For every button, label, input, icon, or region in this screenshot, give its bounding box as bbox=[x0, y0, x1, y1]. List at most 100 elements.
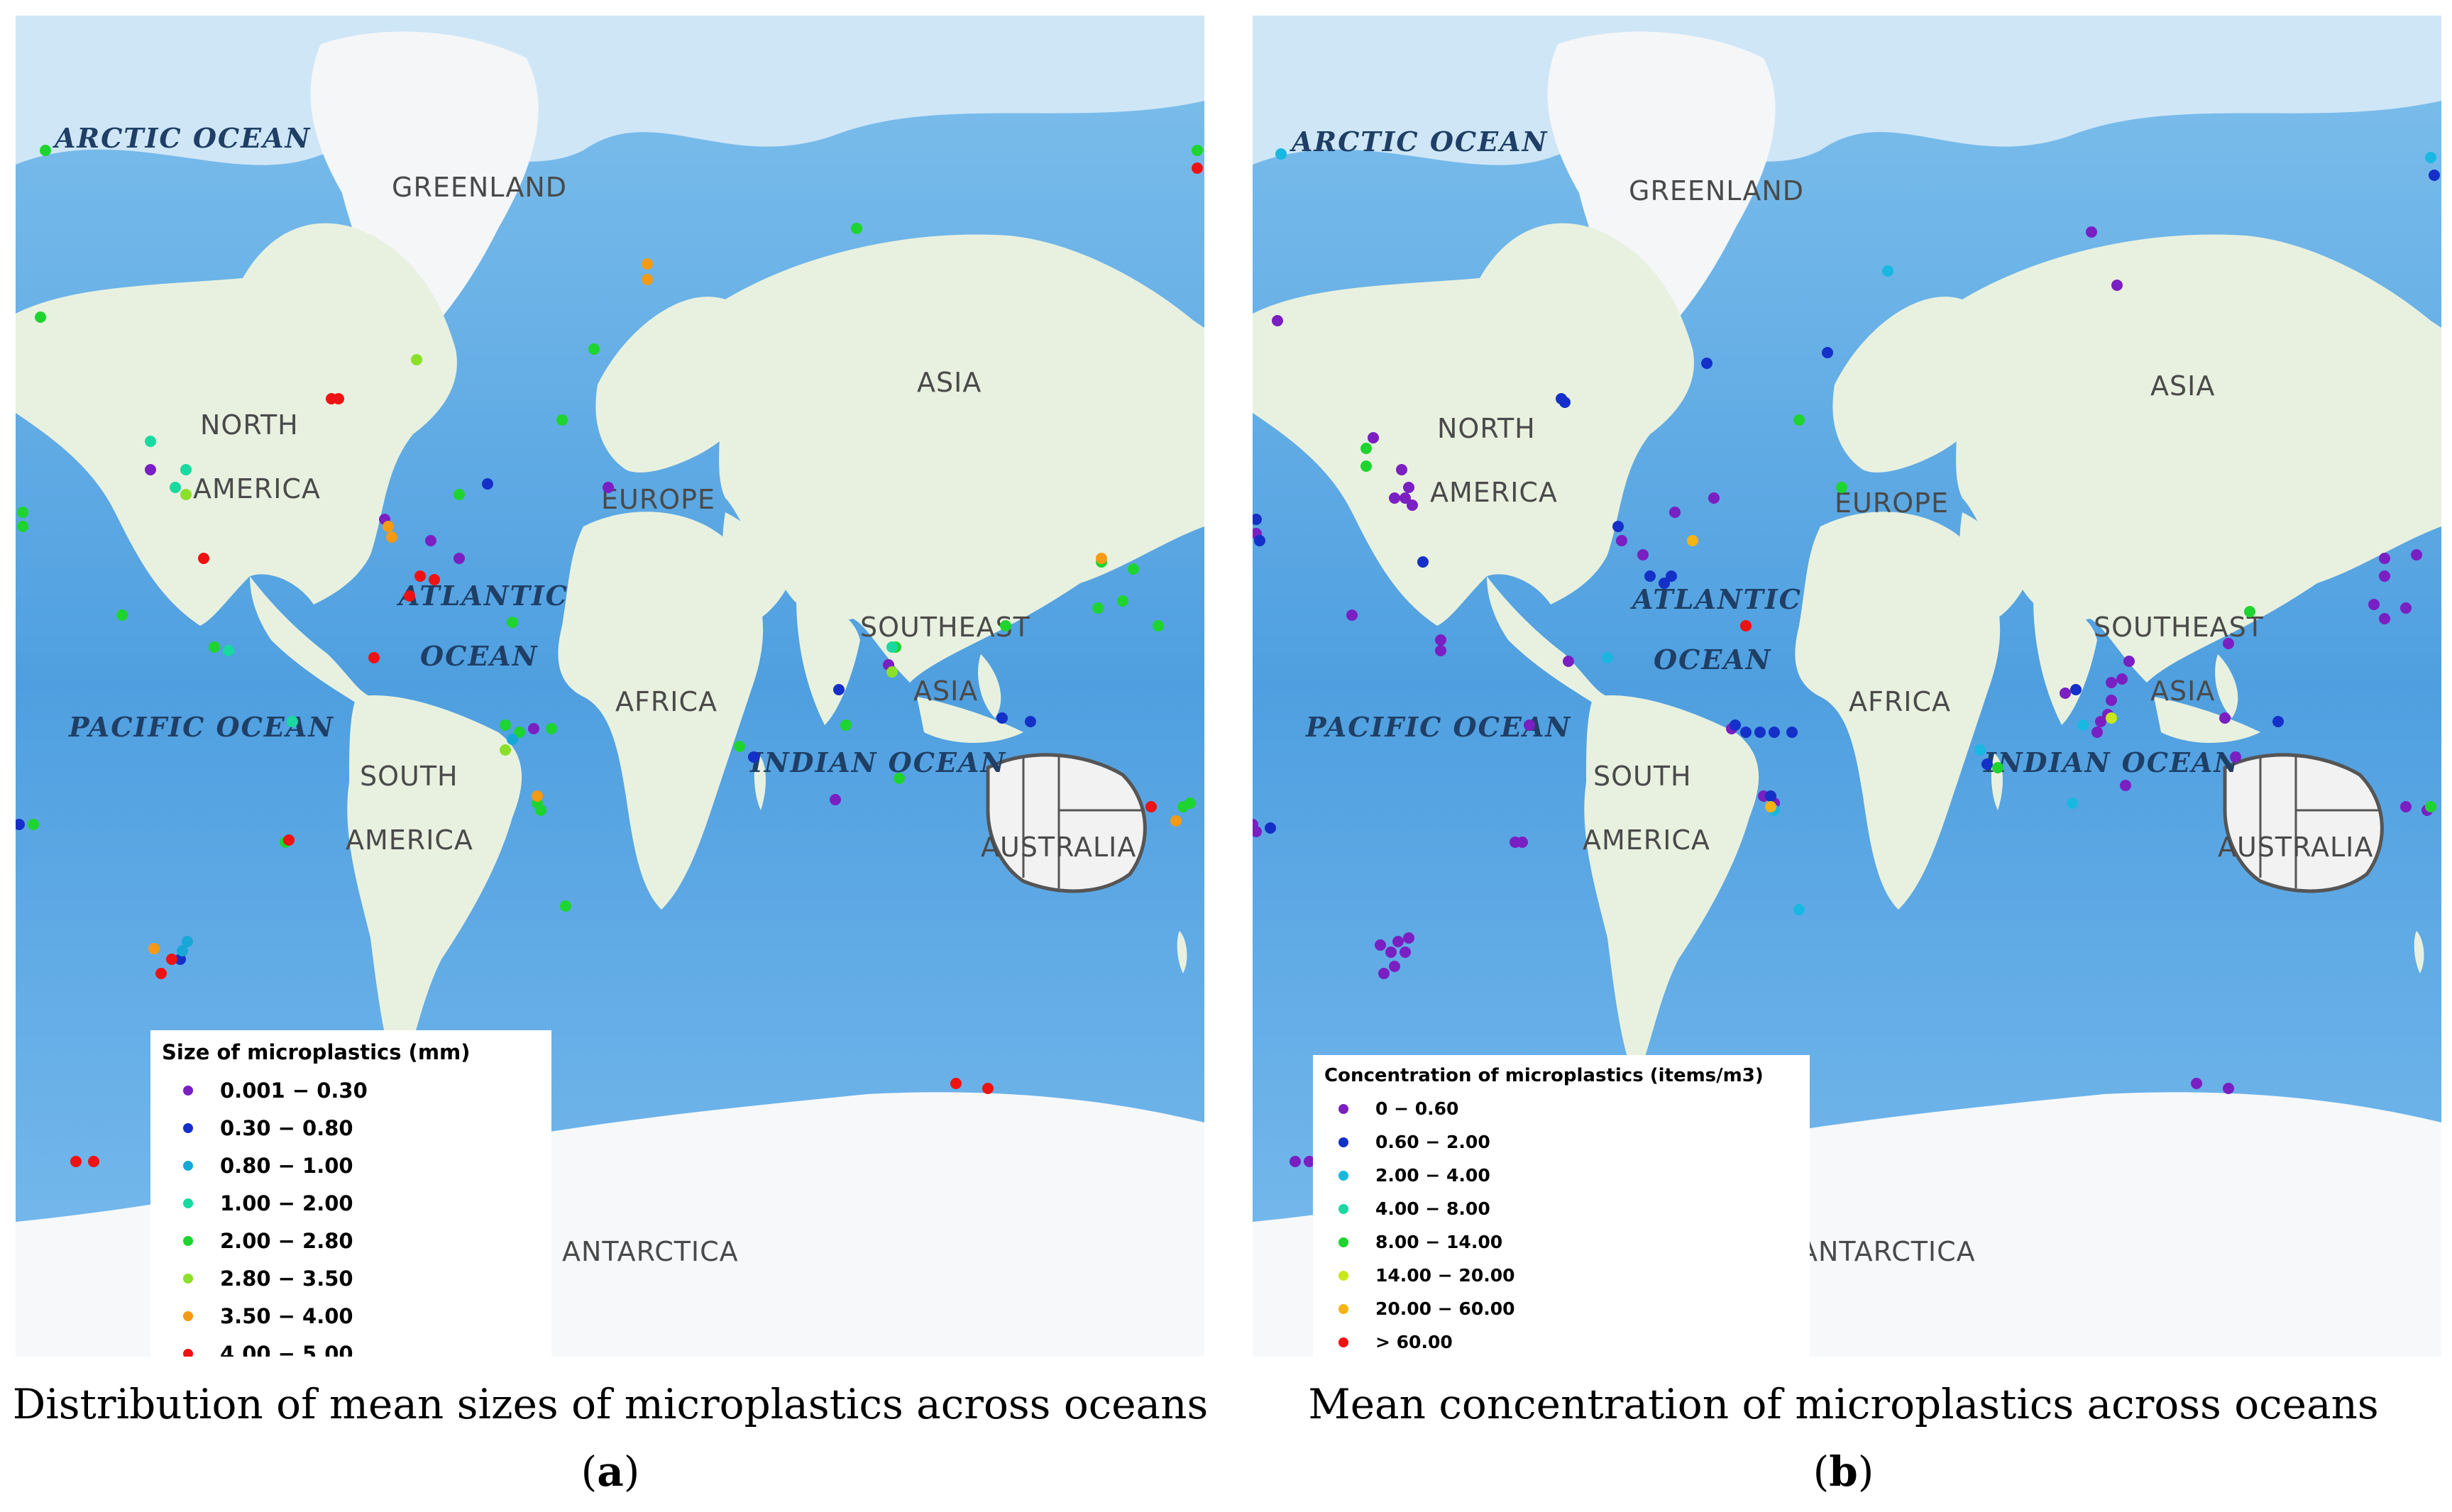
ocean-atlantic-1: ATLANTIC bbox=[399, 580, 568, 612]
point bbox=[1602, 652, 1613, 663]
point bbox=[1290, 1156, 1301, 1167]
point bbox=[386, 531, 397, 543]
point bbox=[1559, 397, 1571, 408]
point bbox=[1669, 507, 1681, 518]
point bbox=[1253, 514, 1262, 525]
point bbox=[1644, 570, 1656, 582]
ocean-arctic: ARCTIC OCEAN bbox=[1292, 126, 1549, 158]
point bbox=[2244, 606, 2255, 617]
point bbox=[1740, 620, 1752, 631]
legend-label: 8.00 − 14.00 bbox=[1375, 1232, 1503, 1252]
point bbox=[603, 482, 614, 493]
point bbox=[500, 719, 511, 731]
point bbox=[17, 521, 28, 532]
point bbox=[223, 645, 234, 656]
point bbox=[482, 478, 493, 490]
legend-marker-icon bbox=[183, 1085, 193, 1096]
label-asia: ASIA bbox=[917, 367, 982, 398]
label-greenland: GREENLAND bbox=[392, 172, 568, 203]
legend-marker-icon bbox=[183, 1198, 193, 1208]
point bbox=[2077, 719, 2089, 731]
point bbox=[748, 751, 759, 763]
label-america: AMERICA bbox=[1430, 477, 1558, 508]
legend-item: 1.00 − 2.00 bbox=[183, 1184, 540, 1222]
ocean-atlantic-1: ATLANTIC bbox=[1632, 583, 1802, 615]
legend-marker-icon bbox=[183, 1348, 193, 1357]
label-australia: AUSTRALIA bbox=[2218, 832, 2374, 863]
legend-marker-icon bbox=[1338, 1303, 1348, 1314]
point bbox=[1765, 790, 1776, 802]
legend-marker-icon bbox=[183, 1310, 193, 1321]
legend-item: 2.00 − 2.80 bbox=[183, 1222, 540, 1259]
legend-item: 4.00 − 5.00 bbox=[183, 1335, 540, 1357]
legend-label: 2.00 − 2.80 bbox=[220, 1228, 353, 1253]
label-south-america: AMERICA bbox=[1583, 824, 1710, 856]
point bbox=[1265, 822, 1276, 834]
legend-item: 0.001 − 0.30 bbox=[183, 1071, 540, 1109]
legend-item: 4.00 − 8.00 bbox=[1338, 1192, 1798, 1225]
point bbox=[170, 482, 181, 493]
point bbox=[180, 489, 192, 500]
point bbox=[198, 553, 209, 564]
point bbox=[532, 790, 543, 802]
point bbox=[2070, 684, 2082, 695]
caption-b: Mean concentration of microplastics acro… bbox=[1308, 1380, 2379, 1428]
sublabel-letter: b bbox=[1829, 1447, 1858, 1496]
legend-marker-icon bbox=[1338, 1103, 1348, 1114]
point bbox=[1769, 727, 1780, 738]
legend-label: 2.00 − 4.00 bbox=[1375, 1165, 1490, 1186]
point bbox=[1417, 556, 1429, 568]
point bbox=[1822, 347, 1833, 358]
point bbox=[2106, 695, 2117, 706]
point bbox=[182, 936, 193, 947]
label-asia-2: ASIA bbox=[913, 675, 979, 707]
legend-label: 4.00 − 5.00 bbox=[220, 1341, 353, 1357]
label-south: SOUTH bbox=[1593, 761, 1692, 792]
legend-item: 14.00 − 20.00 bbox=[1338, 1259, 1798, 1292]
point bbox=[1396, 464, 1407, 475]
label-europe: EUROPE bbox=[601, 484, 716, 515]
point bbox=[507, 617, 518, 628]
point bbox=[500, 744, 511, 756]
ocean-atlantic-2: OCEAN bbox=[1654, 644, 1772, 675]
point bbox=[70, 1156, 82, 1167]
point bbox=[414, 570, 426, 582]
legend-item: 20.00 − 60.00 bbox=[1338, 1292, 1798, 1325]
label-southeast: SOUTHEAST bbox=[2094, 612, 2264, 643]
point bbox=[1254, 535, 1265, 546]
point bbox=[1378, 968, 1390, 979]
point bbox=[383, 521, 394, 532]
point bbox=[411, 354, 422, 365]
point bbox=[1435, 634, 1446, 646]
point bbox=[1392, 936, 1404, 947]
point bbox=[1992, 762, 2003, 773]
point bbox=[1092, 602, 1104, 614]
label-europe: EUROPE bbox=[1835, 487, 1950, 519]
point bbox=[88, 1156, 99, 1167]
sublabel-a: (a) bbox=[581, 1447, 640, 1496]
point bbox=[145, 436, 156, 447]
legend-label: 20.00 − 60.00 bbox=[1375, 1298, 1515, 1319]
point bbox=[1517, 837, 1528, 848]
point bbox=[333, 393, 344, 404]
point bbox=[155, 968, 167, 979]
point bbox=[2379, 570, 2390, 582]
point bbox=[1117, 595, 1128, 607]
point bbox=[2429, 170, 2440, 181]
point bbox=[1659, 578, 1670, 589]
point bbox=[1360, 443, 1372, 454]
point bbox=[2379, 613, 2390, 624]
label-south: SOUTH bbox=[360, 761, 458, 792]
label-asia-2: ASIA bbox=[2150, 675, 2216, 707]
legend-label: 0.001 − 0.30 bbox=[220, 1078, 368, 1103]
point bbox=[642, 258, 653, 270]
point bbox=[1389, 961, 1400, 972]
point bbox=[2230, 751, 2241, 763]
point bbox=[175, 954, 186, 965]
legend-label: 1.00 − 2.00 bbox=[220, 1191, 353, 1215]
label-north: NORTH bbox=[1437, 413, 1536, 444]
label-greenland: GREENLAND bbox=[1629, 175, 1805, 206]
legend-item: 0.30 − 0.80 bbox=[183, 1109, 540, 1147]
point bbox=[2086, 226, 2097, 238]
point bbox=[1025, 716, 1036, 727]
